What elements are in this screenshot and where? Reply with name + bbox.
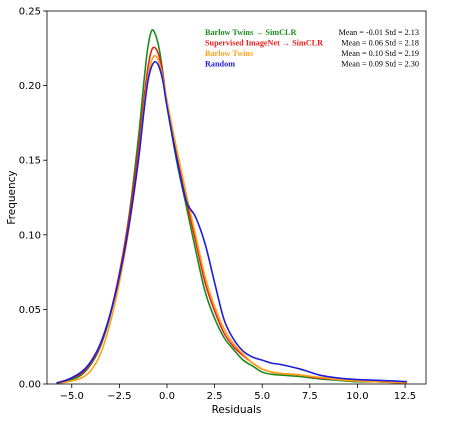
series-line-3 — [56, 54, 408, 385]
y-tick-label: 0.10 — [19, 230, 41, 241]
legend-stats-2: Mean = 0.06 Std = 2.18 — [341, 39, 419, 48]
x-tick-label: −5.0 — [60, 391, 84, 402]
legend-label-3: Barlow Twins — [205, 49, 253, 58]
plot-area — [56, 29, 408, 385]
x-tick-label: −2.5 — [107, 391, 131, 402]
x-tick-label: 5.0 — [254, 391, 270, 402]
legend-stats-4: Mean = 0.09 Std = 2.30 — [341, 60, 419, 69]
legend-stats-3: Mean = 0.10 Std = 2.19 — [341, 49, 419, 58]
y-axis-ticks: 0.00 0.05 0.10 0.15 0.20 0.25 — [19, 7, 47, 391]
x-tick-label: 7.5 — [302, 391, 318, 402]
legend-label-2: Supervised ImageNet → SimCLR — [205, 39, 323, 48]
x-tick-label: 12.5 — [394, 391, 416, 402]
legend-stats-1: Mean = -0.01 Std = 2.13 — [339, 28, 419, 37]
y-tick-label: 0.20 — [19, 81, 41, 92]
plot-frame — [46, 10, 427, 385]
x-tick-label: 10.0 — [346, 391, 368, 402]
x-axis-title: Residuals — [212, 404, 262, 416]
y-tick-label: 0.05 — [19, 305, 41, 316]
legend-label-1: Barlow Twins → SimCLR — [205, 28, 296, 37]
y-tick-label: 0.15 — [19, 156, 41, 167]
y-axis-title: Frequency — [6, 170, 18, 224]
legend: Barlow Twins → SimCLR Mean = -0.01 Std = … — [205, 28, 419, 69]
x-axis-ticks: −5.0 −2.5 0.0 2.5 5.0 7.5 10.0 12.5 — [60, 384, 416, 402]
y-tick-label: 0.00 — [19, 380, 41, 391]
legend-label-4: Random — [205, 60, 235, 69]
series-line-4 — [56, 60, 408, 385]
y-tick-label: 0.25 — [19, 7, 41, 18]
x-tick-label: 2.5 — [207, 391, 223, 402]
x-tick-label: 0.0 — [159, 391, 175, 402]
